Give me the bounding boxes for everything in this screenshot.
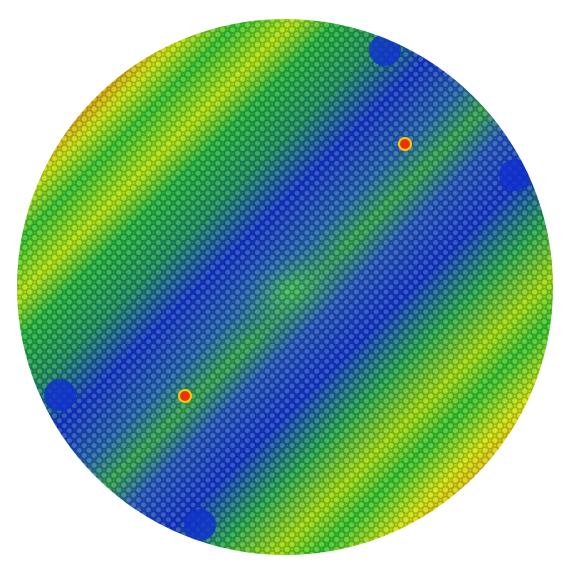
hot-spot: [398, 137, 412, 151]
edge-blob: [44, 379, 76, 411]
die-grid: [17, 19, 553, 555]
wafer-disc: [17, 19, 553, 555]
hot-spot: [178, 389, 192, 403]
edge-blob: [184, 509, 216, 541]
edge-blob: [369, 34, 401, 66]
edge-blob: [499, 159, 531, 191]
